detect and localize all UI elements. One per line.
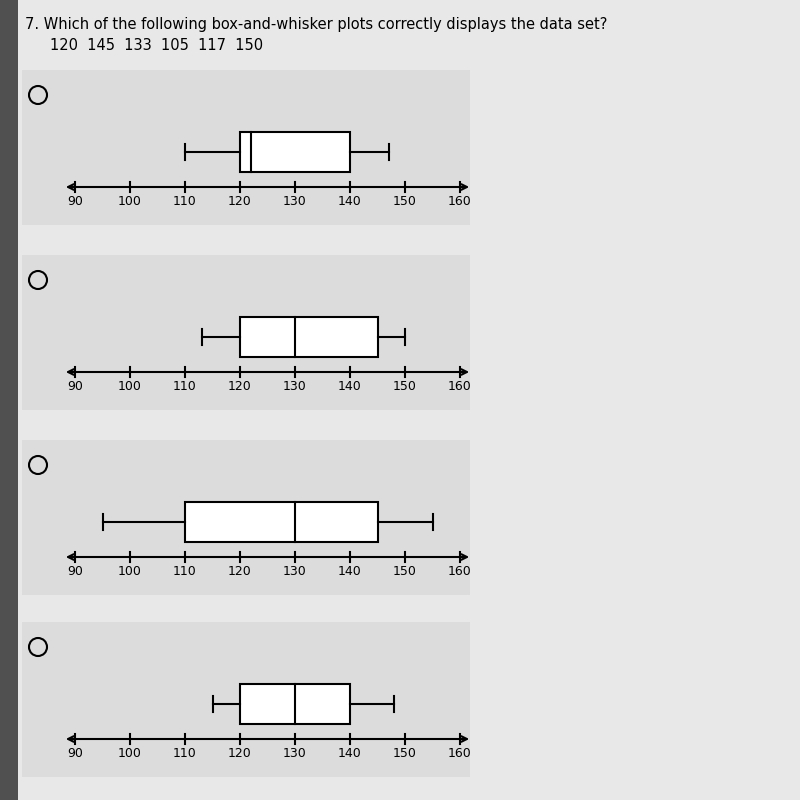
Text: 150: 150	[393, 380, 417, 393]
Text: 90: 90	[67, 747, 83, 760]
Text: 130: 130	[283, 380, 307, 393]
Text: 140: 140	[338, 565, 362, 578]
Text: 120: 120	[228, 565, 252, 578]
Bar	[22, 622, 470, 777]
Text: 100: 100	[118, 195, 142, 208]
Text: 110: 110	[173, 565, 197, 578]
Text: 100: 100	[118, 565, 142, 578]
Text: 7. Which of the following box-and-whisker plots correctly displays the data set?: 7. Which of the following box-and-whiske…	[25, 17, 607, 32]
Text: 110: 110	[173, 747, 197, 760]
Text: 150: 150	[393, 565, 417, 578]
Text: 130: 130	[283, 747, 307, 760]
Bar	[0, 0, 18, 800]
Text: 150: 150	[393, 195, 417, 208]
Bar	[240, 684, 350, 724]
Text: 120: 120	[228, 747, 252, 760]
Text: 120  145  133  105  117  150: 120 145 133 105 117 150	[50, 38, 263, 53]
Text: 110: 110	[173, 380, 197, 393]
Text: 90: 90	[67, 195, 83, 208]
Text: 160: 160	[448, 195, 472, 208]
Text: 90: 90	[67, 565, 83, 578]
Bar	[240, 317, 378, 357]
Bar	[22, 440, 470, 595]
Text: 100: 100	[118, 747, 142, 760]
Text: 140: 140	[338, 195, 362, 208]
Bar	[240, 132, 350, 172]
Text: 110: 110	[173, 195, 197, 208]
Bar	[22, 255, 470, 410]
Text: 130: 130	[283, 195, 307, 208]
Text: 160: 160	[448, 747, 472, 760]
Text: 120: 120	[228, 380, 252, 393]
Bar	[22, 70, 470, 225]
Text: 160: 160	[448, 380, 472, 393]
Text: 130: 130	[283, 565, 307, 578]
Text: 90: 90	[67, 380, 83, 393]
Bar	[185, 502, 378, 542]
Text: 140: 140	[338, 380, 362, 393]
Text: 160: 160	[448, 565, 472, 578]
Text: 150: 150	[393, 747, 417, 760]
Text: 140: 140	[338, 747, 362, 760]
Text: 120: 120	[228, 195, 252, 208]
Text: 100: 100	[118, 380, 142, 393]
